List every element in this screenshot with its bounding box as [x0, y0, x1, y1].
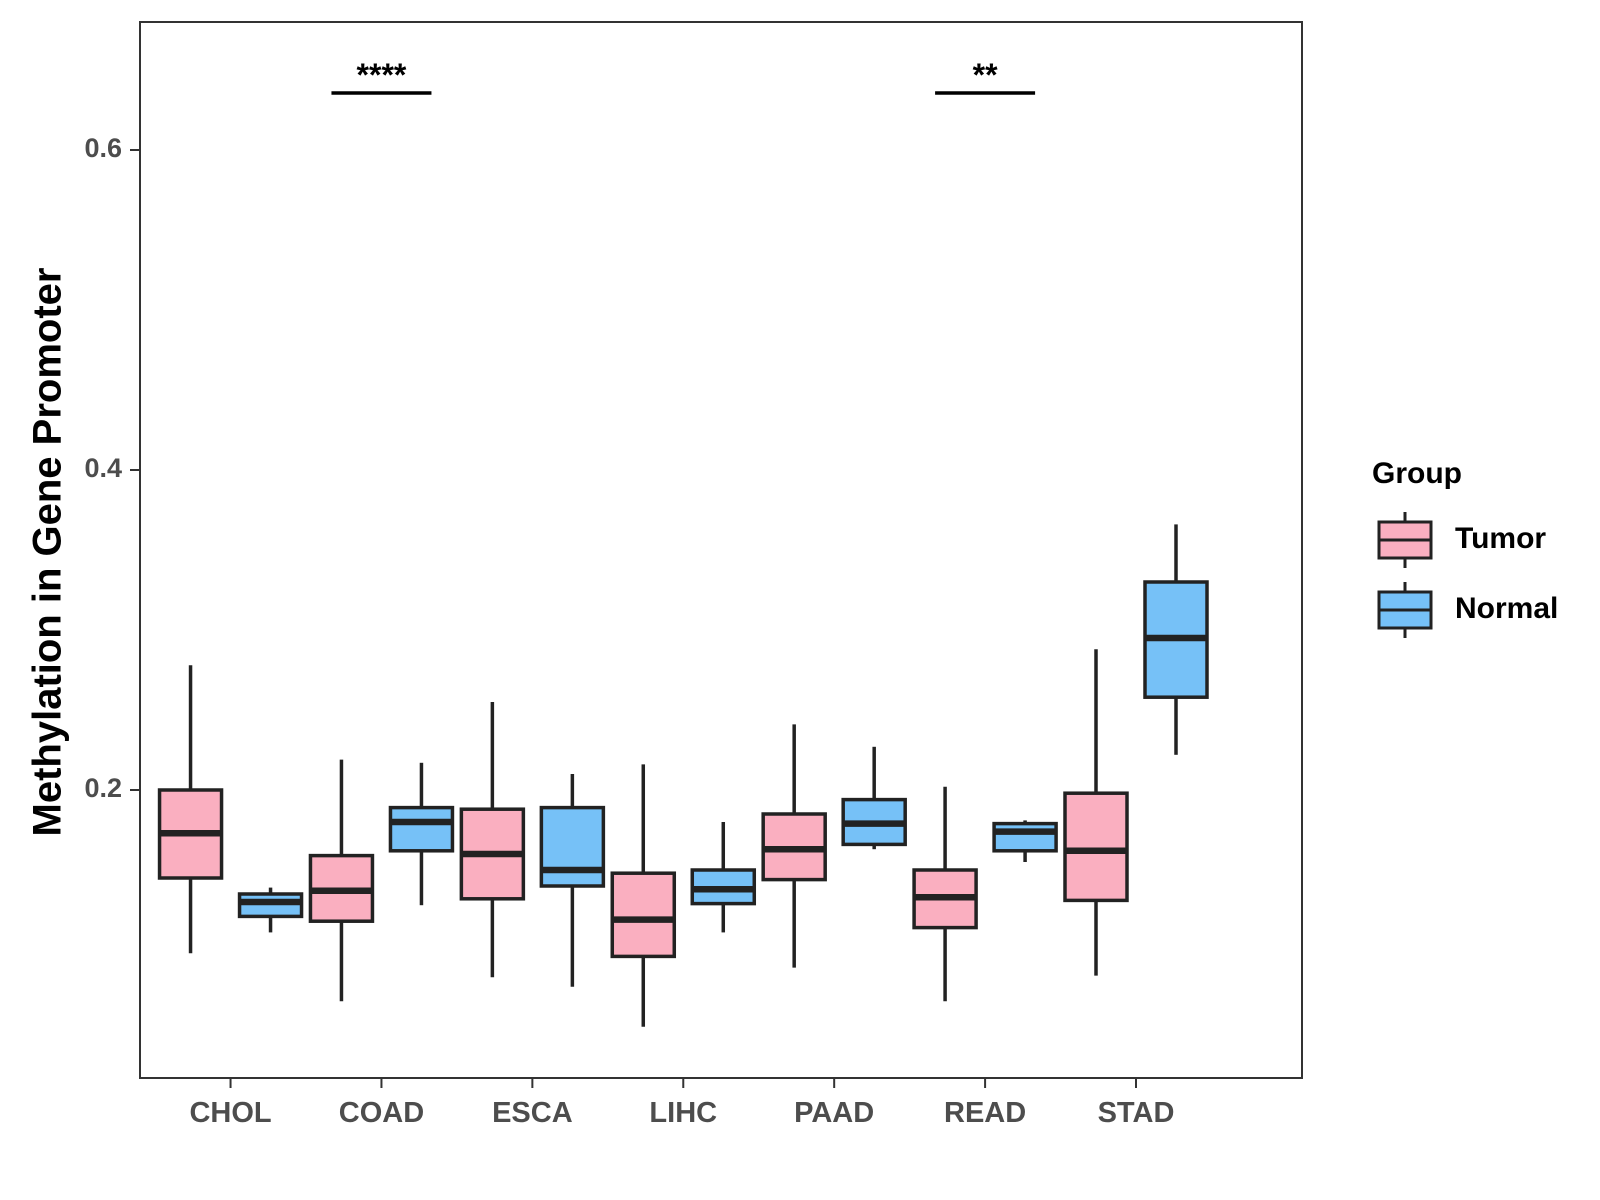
box-tumor-lihc: [610, 764, 677, 1027]
legend-item-normal: Normal: [1377, 582, 1558, 638]
significance-label: **: [973, 57, 998, 93]
box-tumor-read: [912, 786, 978, 1002]
box-body: [539, 805, 606, 888]
legend-label: Normal: [1455, 592, 1558, 625]
box-normal-read: [992, 820, 1058, 862]
y-axis-title: Methylation in Gene Promoter: [26, 268, 70, 837]
box-tumor-esca: [459, 702, 526, 978]
box-normal-paad: [841, 746, 907, 850]
box-body: [992, 821, 1058, 853]
box-normal-chol: [237, 887, 304, 933]
x-tick-label-read: READ: [944, 1097, 1026, 1129]
x-tick-label-lihc: LIHC: [649, 1097, 717, 1129]
box-tumor-chol: [157, 665, 224, 954]
box-body: [1063, 791, 1129, 903]
box-normal-lihc: [690, 822, 757, 933]
x-tick-label-esca: ESCA: [492, 1097, 573, 1129]
box-tumor-coad: [308, 759, 375, 1002]
x-tick-label-coad: COAD: [339, 1097, 424, 1129]
x-tick-label-stad: STAD: [1098, 1097, 1175, 1129]
significance-label: ****: [357, 57, 407, 93]
legend-title: Group: [1372, 457, 1462, 490]
box-tumor-paad: [761, 724, 827, 968]
legend: Group Tumor Normal: [1372, 457, 1558, 638]
legend-item-tumor: Tumor: [1377, 512, 1546, 568]
x-tick-label-chol: CHOL: [189, 1097, 271, 1129]
y-tick-label: 0.2: [84, 773, 122, 803]
box-normal-esca: [539, 774, 606, 987]
x-tick-label-paad: PAAD: [794, 1097, 874, 1129]
box-normal-coad: [388, 762, 455, 906]
legend-label: Tumor: [1455, 522, 1546, 555]
significance-coad: ****: [331, 57, 432, 95]
box-normal-stad: [1143, 524, 1209, 755]
box-body: [388, 805, 455, 853]
y-tick-label: 0.4: [84, 453, 122, 483]
y-tick-label: 0.6: [84, 133, 122, 163]
plot-panel-border: [139, 21, 1303, 1079]
box-tumor-stad: [1063, 649, 1129, 976]
significance-read: **: [935, 57, 1036, 95]
legend-items: Tumor Normal: [1377, 512, 1558, 638]
box-body: [610, 871, 677, 959]
